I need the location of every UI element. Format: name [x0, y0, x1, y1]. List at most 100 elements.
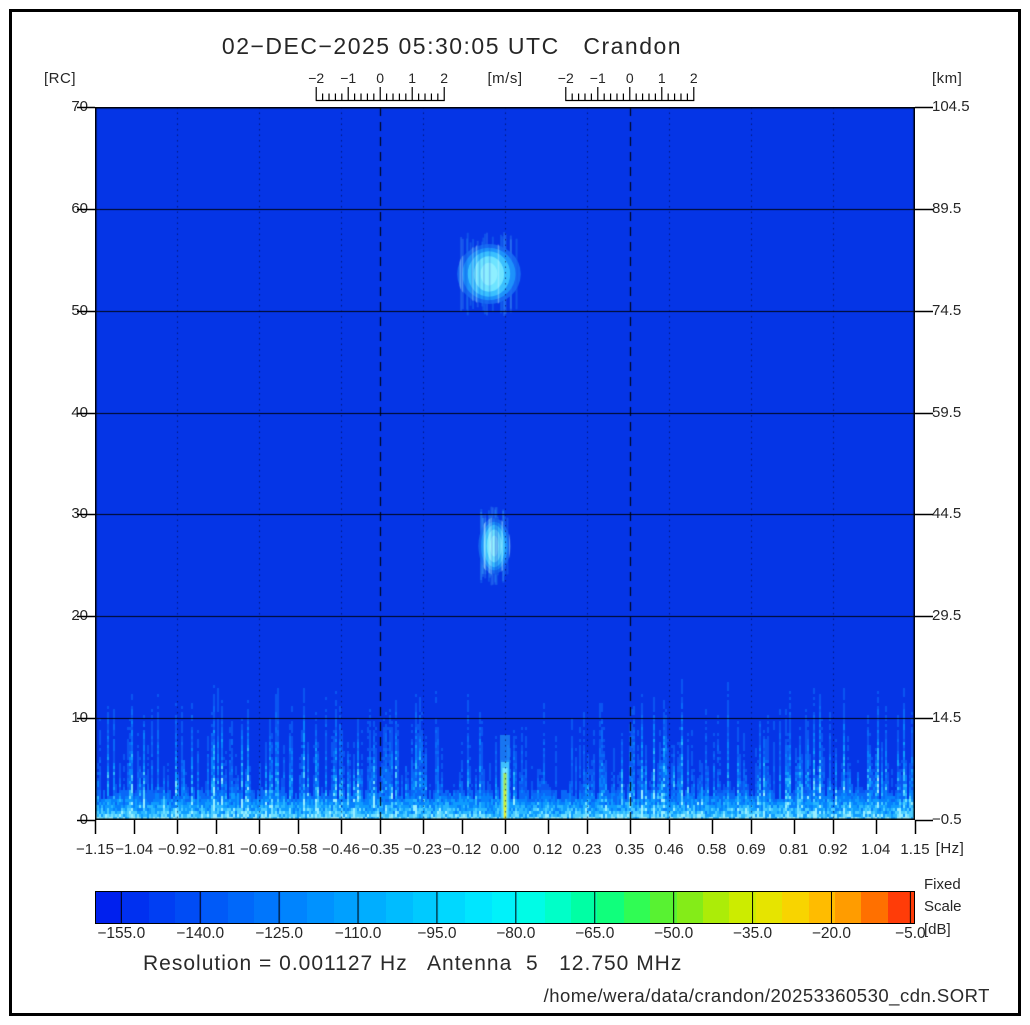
x-axis-tick-label: 0.35	[615, 841, 645, 858]
colorbar-cell	[729, 892, 756, 923]
x-axis-tick-label: −0.58	[279, 841, 318, 858]
colorbar-cell	[861, 892, 888, 923]
page-border	[9, 9, 1021, 1016]
colorbar-cell	[307, 892, 334, 923]
colorbar-tick-label: −20.0	[811, 925, 852, 942]
right-axis-tick-label: 29.5	[932, 607, 962, 625]
x-axis-tick-label: −0.35	[361, 841, 400, 858]
colorbar-cell	[544, 892, 572, 923]
colorbar-tick-label: −110.0	[334, 925, 382, 942]
right-axis-tick-label: 44.5	[932, 505, 962, 523]
colorbar	[95, 891, 915, 924]
left-axis-unit-label: [RC]	[44, 70, 76, 87]
velocity-ruler-tick-label: 1	[657, 70, 666, 86]
right-axis-unit-label: [km]	[932, 70, 963, 87]
colorbar-cell	[491, 892, 519, 923]
x-axis-tick-label: −0.12	[443, 841, 482, 858]
right-axis-tick-label: 59.5	[932, 403, 962, 421]
colorbar-tick-label: −140.0	[176, 925, 225, 942]
colorbar-scale-note-line1: Fixed	[924, 876, 961, 893]
velocity-unit-label: [m/s]	[487, 70, 523, 87]
colorbar-cell	[755, 892, 783, 923]
colorbar-tick-label: −35.0	[732, 925, 773, 942]
x-axis-tick-label: 0.46	[654, 841, 684, 858]
colorbar-cell	[148, 892, 176, 923]
colorbar-cell	[439, 892, 466, 923]
colorbar-cell	[280, 892, 308, 923]
colorbar-cell	[623, 892, 651, 923]
x-axis-tick-label: −0.23	[404, 841, 442, 858]
colorbar-cell	[175, 892, 202, 923]
left-axis-tick-label: 20	[71, 607, 88, 625]
right-axis-tick-label: 89.5	[932, 199, 962, 217]
velocity-ruler-tick-label: −1	[340, 70, 357, 86]
colorbar-cell	[359, 892, 387, 923]
page-title: 02−DEC−2025 05:30:05 UTC Crandon	[221, 33, 683, 59]
x-axis-tick-label: 1.15	[900, 841, 930, 858]
x-axis-tick-label: −0.81	[197, 841, 236, 858]
colorbar-cell	[227, 892, 255, 923]
colorbar-tick-label: −50.0	[654, 925, 694, 942]
colorbar-tick-label: −5.0	[895, 925, 926, 942]
colorbar-cell	[412, 892, 440, 923]
colorbar-cell	[702, 892, 730, 923]
velocity-ruler-tick-label: −1	[589, 70, 606, 86]
footer-file-path: /home/wera/data/crandon/20253360530_cdn.…	[543, 985, 990, 1006]
colorbar-tick-label: −155.0	[97, 925, 146, 942]
colorbar-cell	[808, 892, 835, 923]
x-axis-tick-label: 1.04	[861, 841, 891, 858]
x-axis-tick-label: 0.81	[779, 841, 809, 858]
left-axis-tick-label: 30	[71, 505, 88, 523]
velocity-ruler-tick-label: 0	[625, 70, 634, 86]
x-axis-tick-label: −1.04	[115, 841, 154, 858]
colorbar-cell	[254, 892, 281, 923]
right-axis-tick-label: 104.5	[932, 98, 970, 115]
colorbar-tick-label: −95.0	[417, 925, 457, 942]
colorbar-cell	[571, 892, 598, 923]
left-axis-tick-label: 0	[79, 811, 88, 828]
colorbar-cell	[676, 892, 703, 923]
colorbar-cell	[887, 892, 915, 923]
velocity-ruler-tick-label: 2	[689, 70, 698, 86]
colorbar-cell	[782, 892, 809, 923]
right-axis-tick-label: −0.5	[932, 811, 962, 828]
colorbar-tick-label: −65.0	[575, 925, 615, 942]
x-axis-tick-label: −1.15	[76, 841, 114, 858]
x-axis-tick-label: 0.92	[818, 841, 848, 858]
colorbar-cell	[201, 892, 228, 923]
colorbar-cell	[386, 892, 413, 923]
footer-resolution-text: Resolution = 0.001127 Hz Antenna 5 12.75…	[143, 952, 683, 975]
x-axis-tick-label: 0.23	[572, 841, 602, 858]
x-axis-tick-label: 0.69	[736, 841, 766, 858]
colorbar-cell	[333, 892, 360, 923]
velocity-ruler-tick-label: −2	[308, 70, 325, 86]
velocity-ruler-tick-label: 1	[408, 70, 417, 86]
velocity-ruler-tick-label: −2	[557, 70, 574, 86]
left-axis-tick-label: 50	[71, 301, 88, 319]
x-axis-tick-label: −0.69	[240, 841, 278, 858]
left-axis-tick-label: 70	[71, 98, 88, 115]
colorbar-tick-label: −125.0	[255, 925, 304, 942]
x-axis-tick-label: 0.58	[697, 841, 727, 858]
x-axis-tick-label: 0.00	[490, 841, 520, 858]
left-axis-tick-label: 60	[71, 199, 88, 217]
velocity-ruler-tick-label: 0	[376, 70, 385, 86]
colorbar-unit-label: [dB]	[924, 921, 951, 938]
colorbar-cell	[650, 892, 677, 923]
left-axis-tick-label: 40	[71, 403, 88, 421]
left-axis-tick-label: 10	[71, 709, 88, 727]
colorbar-tick-label: −80.0	[496, 925, 536, 942]
colorbar-cell	[465, 892, 492, 923]
x-axis-tick-label: −0.92	[158, 841, 196, 858]
velocity-ruler-tick-label: 2	[440, 70, 449, 86]
colorbar-cell	[597, 892, 624, 923]
x-axis-unit-label: [Hz]	[935, 840, 965, 857]
spectrum-heatmap	[95, 107, 915, 820]
x-axis-tick-label: −0.46	[322, 841, 360, 858]
right-axis-tick-label: 74.5	[932, 301, 962, 319]
right-axis-tick-label: 14.5	[932, 709, 962, 727]
colorbar-cell	[518, 892, 545, 923]
colorbar-cell	[122, 892, 149, 923]
colorbar-cell	[834, 892, 862, 923]
